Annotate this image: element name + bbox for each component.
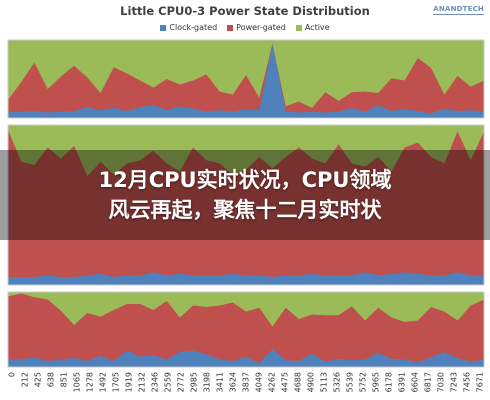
headline-banner: 12月CPU实时状况，CPU领域 风云再起，聚焦十二月实时状 [0,150,490,240]
headline-line-2: 风云再起，聚焦十二月实时状 [108,198,382,222]
legend-label: Active [304,23,330,32]
x-tick-label: 1919 [125,372,134,392]
x-tick-label: 1705 [112,372,121,392]
anandtech-logo: ANANDTECH [433,5,484,15]
x-tick-label: 6604 [411,372,420,392]
x-tick-label: 1065 [73,372,82,392]
x-tick-label: 4900 [307,372,316,392]
x-tick-label: 7030 [437,372,446,392]
legend-swatch [227,24,234,31]
x-tick-label: 5113 [320,372,329,392]
x-tick-label: 6178 [385,372,394,392]
legend-item-power-gated: Power-gated [227,23,286,32]
chart-panel-cpu0 [7,39,485,119]
x-tick-label: 7671 [476,372,485,392]
panel-border [7,124,485,286]
area-power-gated [8,43,484,118]
x-tick-label: 4475 [281,372,290,392]
x-tick-label: 4688 [294,372,303,392]
x-tick-label: 425 [34,372,43,387]
headline-line-1: 12月CPU实时状况，CPU领域 [98,168,392,192]
x-tick-label: 851 [60,372,69,387]
x-tick-label: 0 [8,372,17,377]
x-tick-label: 212 [21,372,30,387]
x-tick-label: 5965 [372,372,381,392]
x-tick-label: 3411 [216,372,225,392]
legend-item-clock-gated: Clock-gated [160,23,217,32]
x-tick-label: 2559 [164,372,173,392]
area-power-gated [8,129,484,285]
panel-border [7,39,485,119]
area-clock-gated [8,272,484,285]
x-tick-label: 5539 [346,372,355,392]
x-tick-label: 4262 [268,372,277,392]
x-tick-label: 4049 [255,372,264,392]
panel-border [7,291,485,368]
x-tick-label: 6817 [424,372,433,392]
area-power-gated [8,293,484,367]
x-tick-label: 3837 [242,372,251,392]
x-axis-ticks: 0 212 425 638 851 1065 1278 1492 1705 1919 2132 234… [8,372,485,392]
x-tick-label: 6391 [398,372,407,392]
chart-legend: Clock-gated Power-gated Active [0,23,490,32]
x-tick-label: 3624 [229,372,238,392]
chart-title: Little CPU0-3 Power State Distribution [120,4,370,18]
x-tick-label: 7243 [450,372,459,392]
chart-panel-cpu2 [7,291,485,368]
chart-panel-cpu1 [7,124,485,286]
x-tick-label: 2346 [151,372,160,392]
x-tick-label: 3198 [203,372,212,392]
x-tick-label: 2985 [190,372,199,392]
x-tick-label: 7456 [463,372,472,392]
x-tick-label: 2132 [138,372,147,392]
x-tick-label: 638 [47,372,56,387]
x-tick-label: 5326 [333,372,342,392]
area-clock-gated [8,349,484,367]
legend-swatch [295,24,302,31]
legend-label: Clock-gated [169,23,218,32]
x-tick-label: 1278 [86,372,95,392]
x-tick-label: 2772 [177,372,186,392]
x-tick-label: 5752 [359,372,368,392]
legend-swatch [160,24,167,31]
legend-label: Power-gated [236,23,286,32]
legend-item-active: Active [295,23,330,32]
x-tick-label: 1492 [99,372,108,392]
